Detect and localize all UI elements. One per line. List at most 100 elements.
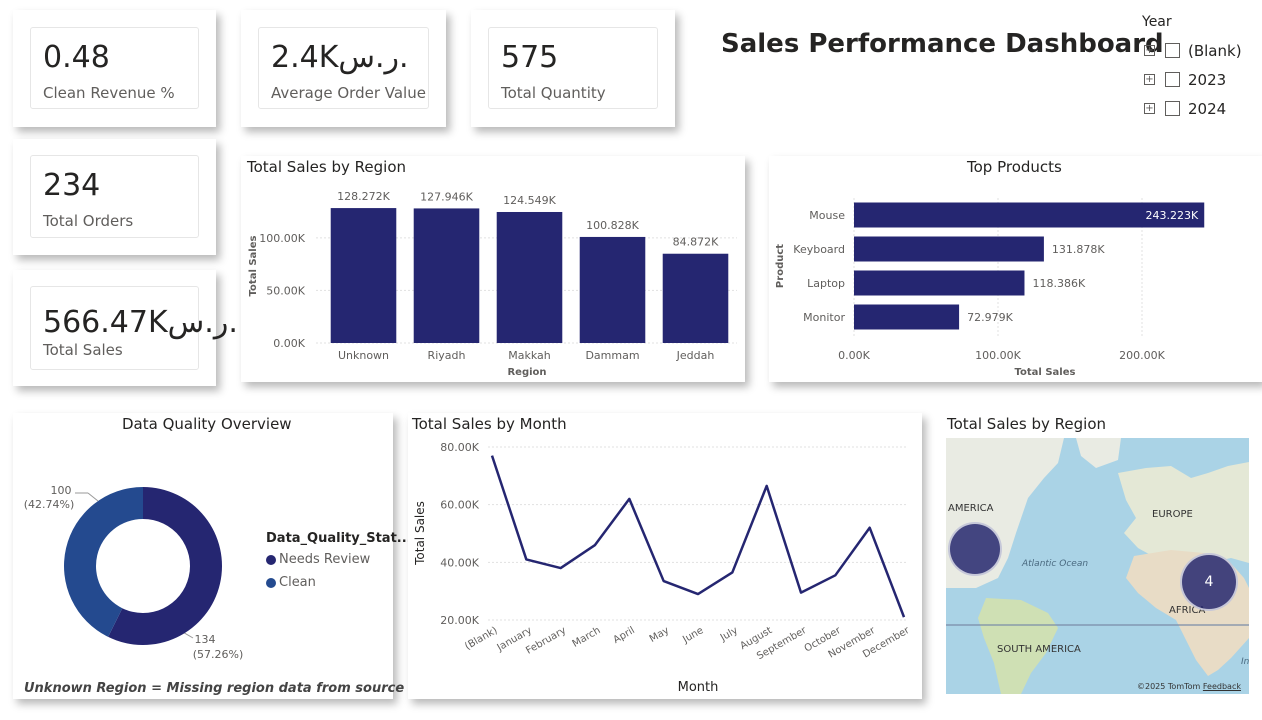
bar-data-label: 243.223K (1146, 209, 1199, 222)
donut-label-clean-pct: (42.74%) (24, 498, 75, 511)
kpi-value: 0.48 (43, 40, 110, 75)
x-tick-label: Riyadh (428, 349, 466, 362)
map-title: Total Sales by Region (947, 415, 1107, 433)
kpi-box: 2.4Kر.س. Average Order Value (258, 27, 429, 109)
bar (854, 304, 960, 330)
x-tick-label: 0.00K (838, 349, 870, 362)
y-tick-label: Laptop (807, 277, 845, 290)
legend-dot-icon (266, 554, 276, 565)
checkbox[interactable] (1165, 101, 1180, 116)
bar (854, 202, 1205, 228)
map-label-africa: AFRICA (1169, 605, 1206, 616)
map-bubble-america[interactable] (948, 522, 1002, 576)
slicer-item-label: (Blank) (1188, 41, 1242, 60)
kpi-label: Total Quantity (501, 84, 606, 102)
x-tick-label: Unknown (338, 349, 389, 362)
expand-icon[interactable]: + (1144, 45, 1155, 56)
donut-label-review-pct: (57.26%) (193, 648, 244, 661)
map-label-ocean: Atlantic Ocean (1022, 559, 1089, 569)
x-axis-title: Total Sales (1015, 367, 1076, 378)
legend-dot-icon (266, 577, 276, 588)
kpi-value: 575 (501, 40, 559, 75)
x-tick-label: 200.00K (1119, 349, 1165, 362)
x-tick-label: March (571, 625, 603, 650)
bar-data-label: 131.878K (1052, 243, 1105, 256)
dashboard-title: Sales Performance Dashboard (721, 29, 1164, 59)
year-slicer: Year + (Blank) + 2023 + 2024 (1142, 14, 1257, 123)
y-tick-label: Mouse (809, 209, 845, 222)
data-quality-donut: 100 (42.74%) 134 (57.26%) (24, 484, 244, 661)
line-chart-title: Total Sales by Month (412, 415, 567, 433)
region-bar-chart-card: Total Sales by Region 0.00K 50.00K 100.00K… (241, 156, 745, 382)
checkbox[interactable] (1165, 43, 1180, 58)
bar-data-label: 118.386K (1032, 277, 1085, 290)
bar-data-label: 124.549K (503, 194, 556, 207)
bar (854, 270, 1025, 296)
slicer-item-2023[interactable]: + 2023 (1142, 65, 1257, 94)
footnote-text: Unknown Region = Missing region data fro… (24, 681, 405, 696)
donut-label-review-value: 134 (195, 633, 216, 646)
kpi-value: 2.4Kر.س. (271, 40, 409, 75)
y-tick-label: 40.00K (440, 556, 479, 569)
y-axis-title: Total Sales (248, 236, 259, 297)
region-map[interactable]: AMERICA EUROPE AFRICA SOUTH AMERICA Atla… (946, 438, 1249, 694)
bar (330, 208, 397, 343)
legend-item-clean[interactable]: Clean (266, 575, 412, 590)
region-chart-title: Total Sales by Region (247, 158, 407, 176)
map-credit: ©2025 TomTom Feedback (1137, 682, 1241, 691)
map-bubble-saudi[interactable]: 4 (1180, 553, 1238, 611)
legend-item-needs-review[interactable]: Needs Review (266, 552, 412, 567)
bar-data-label: 84.872K (673, 236, 719, 249)
slicer-item-label: 2023 (1188, 70, 1227, 89)
x-tick-label: May (648, 625, 671, 645)
map-label-edge: In (1241, 657, 1249, 667)
kpi-card-average-order-value: 2.4Kر.س. Average Order Value (241, 10, 446, 127)
monthly-sales-card: Total Sales by Month 20.00K 40.00K 60.00K 8… (408, 413, 922, 699)
kpi-label: Total Orders (43, 212, 134, 230)
kpi-card-clean-revenue: 0.48 Clean Revenue % (13, 10, 216, 127)
x-tick-label: Makkah (508, 349, 551, 362)
bar (662, 253, 729, 343)
bar-data-label: 128.272K (337, 190, 390, 203)
y-tick-label: 20.00K (440, 614, 479, 627)
x-tick-label: April (612, 625, 637, 646)
kpi-box: 566.47Kر.س... Total Sales (30, 286, 257, 370)
map-label-america: AMERICA (948, 503, 994, 514)
region-bar-chart: 0.00K 50.00K 100.00K 128.272K Unknown 127.946… (248, 190, 737, 378)
kpi-value: 234 (43, 168, 101, 203)
monthly-sales-line-chart: 20.00K40.00K60.00K80.00K(Blank)JanuaryFe… (413, 441, 912, 695)
greenland-land (1076, 438, 1121, 468)
kpi-label: Clean Revenue % (43, 84, 175, 102)
x-tick-label: (Blank) (463, 625, 500, 652)
donut-title: Data Quality Overview (122, 415, 292, 433)
donut-slice (63, 487, 143, 637)
donut-legend: Data_Quality_Stat... Needs Review Clean (266, 531, 412, 598)
x-tick-label: Jeddah (676, 349, 715, 362)
checkbox[interactable] (1165, 72, 1180, 87)
x-tick-label: 100.00K (975, 349, 1021, 362)
slicer-item-label: 2024 (1188, 99, 1227, 118)
y-tick-label: Keyboard (793, 243, 845, 256)
map-feedback-link[interactable]: Feedback (1202, 682, 1241, 691)
kpi-box: 0.48 Clean Revenue % (30, 27, 199, 109)
map-label-south-america: SOUTH AMERICA (997, 644, 1081, 655)
top-products-chart-card: Top Products 0.00K 100.00K 200.00K Mouse 243… (769, 156, 1262, 382)
y-axis-title: Product (775, 244, 786, 288)
donut-slice (108, 487, 222, 645)
x-axis-title: Month (678, 680, 719, 695)
europe-land (1118, 462, 1249, 566)
expand-icon[interactable]: + (1144, 103, 1155, 114)
bar (854, 236, 1044, 262)
series-line (490, 455, 906, 618)
bar (579, 236, 646, 343)
kpi-value: 566.47Kر.س... (43, 305, 257, 340)
x-tick-label: June (680, 625, 705, 646)
slicer-item-blank[interactable]: + (Blank) (1142, 36, 1257, 65)
legend-label: Needs Review (279, 552, 371, 567)
expand-icon[interactable]: + (1144, 74, 1155, 85)
bar (496, 211, 563, 343)
kpi-card-total-sales: 566.47Kر.س... Total Sales (13, 270, 257, 386)
x-tick-label: Dammam (585, 349, 639, 362)
y-tick-label: 80.00K (440, 441, 479, 454)
slicer-item-2024[interactable]: + 2024 (1142, 94, 1257, 123)
